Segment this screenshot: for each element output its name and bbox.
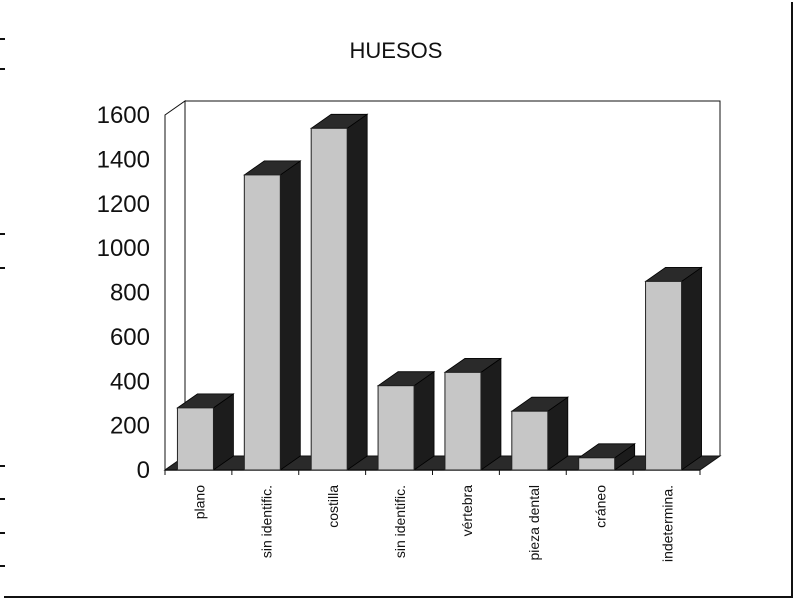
chart-frame — [4, 2, 793, 598]
x-tick-label: pieza dental — [526, 485, 542, 561]
edge-mark — [0, 38, 5, 40]
bar-side — [480, 357, 502, 471]
x-tick-label: costilla — [325, 485, 341, 528]
bar — [309, 113, 369, 471]
edge-mark — [0, 68, 5, 70]
bar-front — [176, 407, 214, 471]
bar — [510, 396, 570, 471]
x-tick-label: plano — [191, 485, 207, 519]
y-tick-label: 800 — [110, 280, 150, 307]
bar-front — [310, 127, 348, 471]
edge-mark — [0, 267, 5, 269]
x-tick-label: indetermina. — [660, 485, 676, 562]
y-tick-label: 400 — [110, 368, 150, 395]
bar — [443, 357, 503, 471]
y-tick-label: 1400 — [97, 146, 150, 173]
bar-front — [511, 410, 549, 471]
bar — [176, 393, 235, 471]
bar-front — [377, 385, 415, 471]
bar — [243, 160, 302, 471]
back-wall — [185, 100, 721, 456]
x-tick-label: cráneo — [593, 485, 609, 528]
y-tick-label: 0 — [137, 457, 150, 484]
edge-mark — [0, 565, 5, 567]
bar-side — [413, 370, 435, 471]
x-tick-label: sin identific. — [258, 485, 274, 558]
bar — [644, 266, 703, 471]
bar-front — [645, 280, 683, 471]
y-tick-label: 200 — [110, 413, 150, 440]
y-tick-label: 1000 — [97, 235, 150, 262]
bar-front — [578, 457, 616, 471]
edge-mark — [0, 498, 5, 500]
y-tick-label: 1600 — [97, 102, 150, 129]
x-axis-ticks: plano sin identific. costilla sin identific… — [164, 470, 701, 562]
y-tick-label: 600 — [110, 324, 150, 351]
x-tick-label: vértebra — [459, 485, 475, 537]
y-tick-label: 1200 — [97, 191, 150, 218]
edge-mark — [0, 532, 5, 534]
bar-side — [346, 113, 368, 471]
edge-mark — [0, 233, 5, 235]
bar-side — [279, 160, 301, 471]
chart-title: HUESOS — [350, 38, 443, 63]
x-tick-label: sin identific. — [392, 485, 408, 558]
bar-front — [243, 174, 281, 471]
bars — [176, 113, 703, 471]
bar-front — [444, 371, 482, 471]
bar — [376, 370, 436, 471]
edge-mark — [0, 465, 5, 467]
y-axis-ticks: 0 200 400 600 800 1000 1200 1400 1600 — [97, 102, 150, 484]
bar-side — [681, 266, 702, 471]
bar — [577, 443, 636, 471]
